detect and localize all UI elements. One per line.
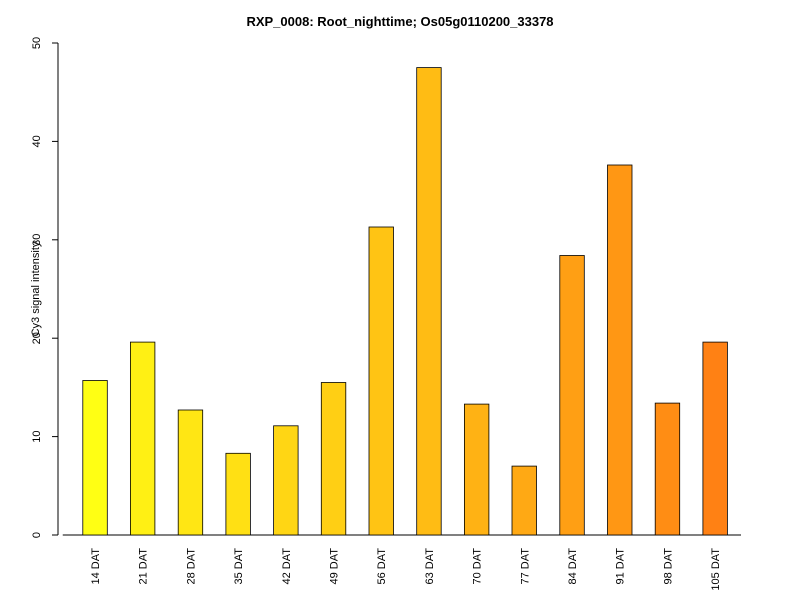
- y-tick-label: 50: [31, 37, 43, 49]
- bar: [559, 255, 585, 536]
- y-tick-label: 40: [31, 135, 43, 147]
- x-tick-label: 77 DAT: [519, 548, 531, 585]
- bar: [607, 164, 633, 536]
- x-tick-label: 98 DAT: [662, 548, 674, 585]
- x-tick-label: 84 DAT: [567, 548, 579, 585]
- bar: [129, 341, 156, 536]
- bar: [320, 382, 347, 536]
- y-axis-label: Cy3 signal intensity: [30, 241, 42, 336]
- bar: [702, 341, 728, 536]
- y-tick-label: 20: [31, 332, 43, 344]
- y-tick-label: 10: [31, 430, 43, 442]
- x-tick-label: 105 DAT: [710, 548, 722, 591]
- bar: [273, 425, 299, 536]
- x-tick-label: 28 DAT: [185, 548, 197, 585]
- y-tick-label: 30: [31, 234, 43, 246]
- x-tick-label: 63 DAT: [424, 548, 436, 585]
- x-tick-label: 21 DAT: [138, 548, 150, 585]
- bar: [463, 403, 490, 536]
- x-tick-label: 91 DAT: [615, 548, 627, 585]
- chart-title: RXP_0008: Root_nighttime; Os05g0110200_3…: [246, 14, 553, 29]
- bar: [654, 402, 681, 536]
- x-tick-label: 42 DAT: [281, 548, 293, 585]
- x-tick-label: 70 DAT: [472, 548, 484, 585]
- x-tick-labels: 14 DAT 21 DAT 28 DAT 35 DAT 42 DAT 49 DAT 56 D…: [90, 548, 722, 591]
- bar: [177, 409, 204, 536]
- x-tick-label: 56 DAT: [376, 548, 388, 585]
- y-axis: 0 10 20 30 40 50: [31, 37, 59, 538]
- bar: [225, 452, 251, 536]
- bar: [416, 67, 442, 536]
- bar: [368, 226, 394, 536]
- x-tick-label: 14 DAT: [90, 548, 102, 585]
- y-tick-label: 0: [31, 532, 43, 538]
- x-tick-label: 49 DAT: [329, 548, 341, 585]
- bars-group: [82, 67, 728, 536]
- x-tick-label: 35 DAT: [233, 548, 245, 585]
- bar: [82, 380, 108, 536]
- bar: [511, 465, 537, 536]
